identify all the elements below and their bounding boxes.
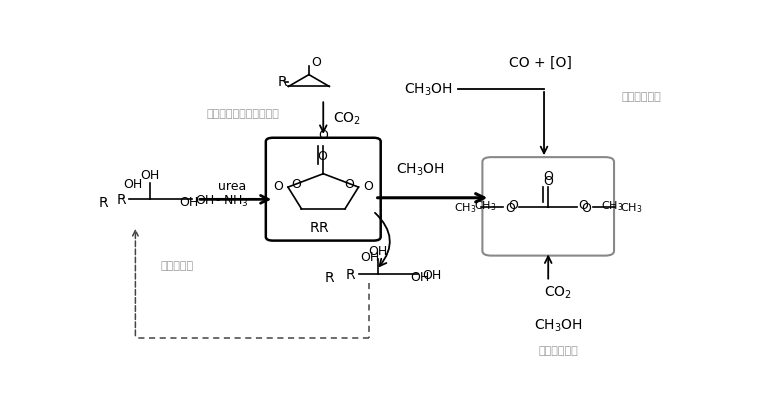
Text: - NH$_3$: - NH$_3$ <box>215 193 249 208</box>
Text: O: O <box>543 169 554 182</box>
Text: CO + [O]: CO + [O] <box>509 55 572 70</box>
Text: CH$_3$: CH$_3$ <box>601 198 623 212</box>
Text: O: O <box>364 179 373 192</box>
Text: O: O <box>291 178 300 191</box>
Text: urea: urea <box>218 180 246 193</box>
Text: O: O <box>506 201 516 214</box>
Text: CO$_2$: CO$_2$ <box>544 284 572 300</box>
Text: O: O <box>312 56 322 69</box>
Text: R: R <box>99 195 108 209</box>
Text: O: O <box>318 150 327 163</box>
Text: R: R <box>310 221 320 235</box>
Text: R: R <box>325 270 334 284</box>
Text: R: R <box>318 221 328 235</box>
Text: CH$_3$OH: CH$_3$OH <box>396 161 445 177</box>
Text: O: O <box>318 128 328 141</box>
Text: O: O <box>581 201 591 214</box>
Text: CH$_3$OH: CH$_3$OH <box>404 81 452 98</box>
Text: OH: OH <box>195 193 215 206</box>
Text: OH: OH <box>368 245 388 258</box>
Text: CH$_3$: CH$_3$ <box>620 201 642 215</box>
Text: O: O <box>543 175 554 188</box>
Text: OH: OH <box>179 196 198 209</box>
FancyBboxPatch shape <box>266 139 381 241</box>
Text: CH$_3$: CH$_3$ <box>474 198 496 212</box>
Text: 二醇尿素法: 二醇尿素法 <box>161 260 194 270</box>
Text: R: R <box>117 193 127 207</box>
Text: O: O <box>273 179 283 192</box>
Text: CH$_3$OH: CH$_3$OH <box>534 316 583 333</box>
Text: OH: OH <box>411 271 430 284</box>
Text: 氧化罇基化法: 氧化罇基化法 <box>621 92 661 102</box>
Text: R: R <box>277 75 286 88</box>
Text: R: R <box>346 268 356 281</box>
Text: CH$_3$: CH$_3$ <box>454 201 476 215</box>
FancyBboxPatch shape <box>482 158 614 256</box>
Text: O: O <box>578 199 588 212</box>
Text: OH: OH <box>141 169 160 182</box>
Text: OH: OH <box>360 251 379 264</box>
Text: CO$_2$: CO$_2$ <box>333 111 361 127</box>
Text: 工业路线：两步酩交换法: 工业路线：两步酩交换法 <box>207 109 279 119</box>
Text: O: O <box>509 199 518 212</box>
Text: O: O <box>344 178 354 191</box>
Text: OH: OH <box>422 268 442 281</box>
Text: 开发的新路线: 开发的新路线 <box>539 345 578 356</box>
Text: OH: OH <box>124 177 143 190</box>
